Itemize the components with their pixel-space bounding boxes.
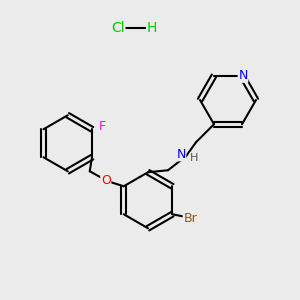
Text: Br: Br — [183, 212, 197, 225]
Text: H: H — [190, 153, 198, 163]
Text: O: O — [101, 174, 111, 187]
Text: F: F — [98, 120, 106, 133]
Text: N: N — [238, 69, 248, 82]
Text: N: N — [176, 148, 186, 161]
Text: Cl: Cl — [111, 21, 125, 35]
Text: H: H — [147, 21, 157, 35]
